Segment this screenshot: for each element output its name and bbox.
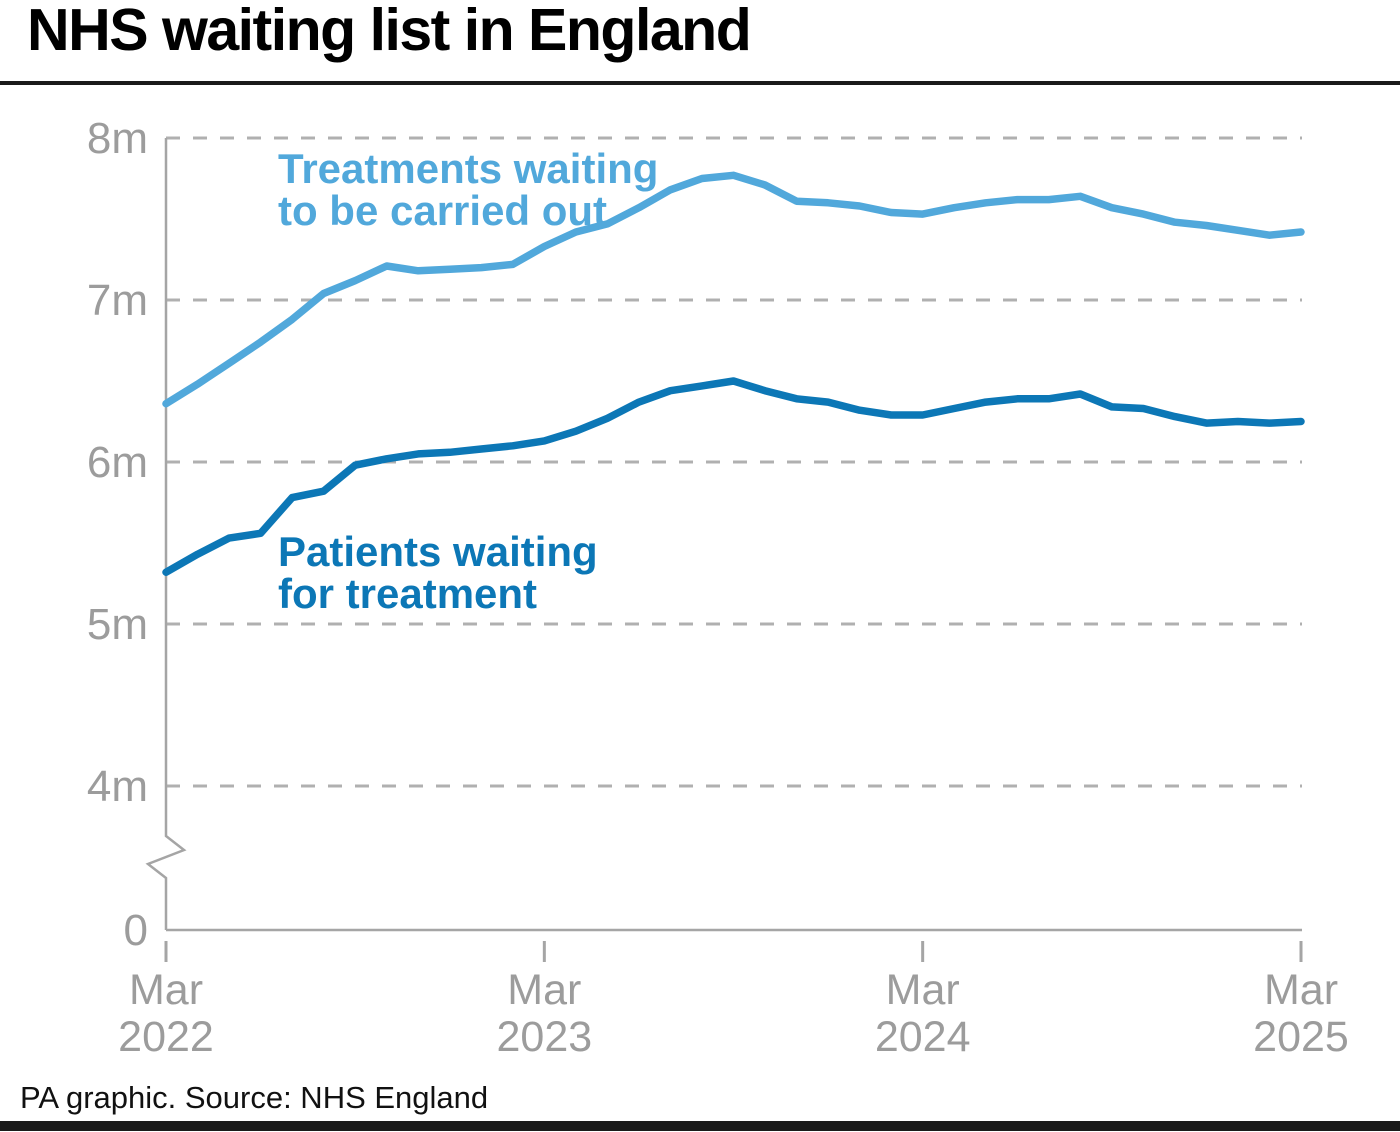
gridlines (166, 136, 1302, 788)
x-tick-year: 2022 (118, 1013, 214, 1061)
y-tick-label: 7m (87, 276, 148, 325)
x-axis-labels: Mar 2022 Mar 2023 Mar 2024 Mar 2025 (118, 966, 1349, 1061)
page-title: NHS waiting list in England (27, 0, 752, 63)
patients-series-label: Patients waiting for treatment (278, 528, 609, 617)
title-rule (0, 81, 1400, 85)
patients-line (162, 377, 1305, 576)
y-tick-label: 6m (87, 438, 148, 487)
x-tick-month: Mar (129, 966, 203, 1014)
x-tick-year: 2023 (496, 1013, 592, 1061)
bottom-bar (0, 1121, 1400, 1131)
treatments-line (162, 171, 1305, 408)
x-tick-marks (164, 941, 1303, 962)
treatments-series-label: Treatments waiting to be carried out (278, 145, 670, 234)
x-tick-month: Mar (886, 966, 960, 1014)
x-tick-month: Mar (507, 966, 581, 1014)
y-axis-line (145, 138, 187, 930)
x-tick-year: 2025 (1253, 1013, 1349, 1061)
y-tick-label: 5m (87, 600, 148, 649)
source-credit: PA graphic. Source: NHS England (20, 1080, 489, 1115)
y-tick-label: 4m (87, 762, 148, 811)
y-axis-labels: 8m 7m 6m 5m 4m 0 (87, 114, 148, 955)
y-tick-label: 0 (124, 906, 148, 955)
y-tick-label: 8m (87, 114, 148, 163)
x-tick-month: Mar (1264, 966, 1338, 1014)
x-tick-year: 2024 (875, 1013, 971, 1061)
